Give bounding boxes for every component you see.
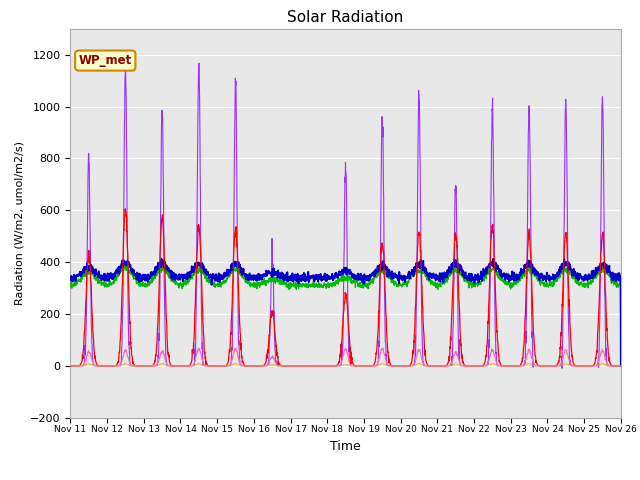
X-axis label: Time: Time (330, 440, 361, 453)
Title: Solar Radiation: Solar Radiation (287, 10, 404, 25)
Text: WP_met: WP_met (79, 54, 132, 67)
Y-axis label: Radiation (W/m2, umol/m2/s): Radiation (W/m2, umol/m2/s) (15, 141, 24, 305)
